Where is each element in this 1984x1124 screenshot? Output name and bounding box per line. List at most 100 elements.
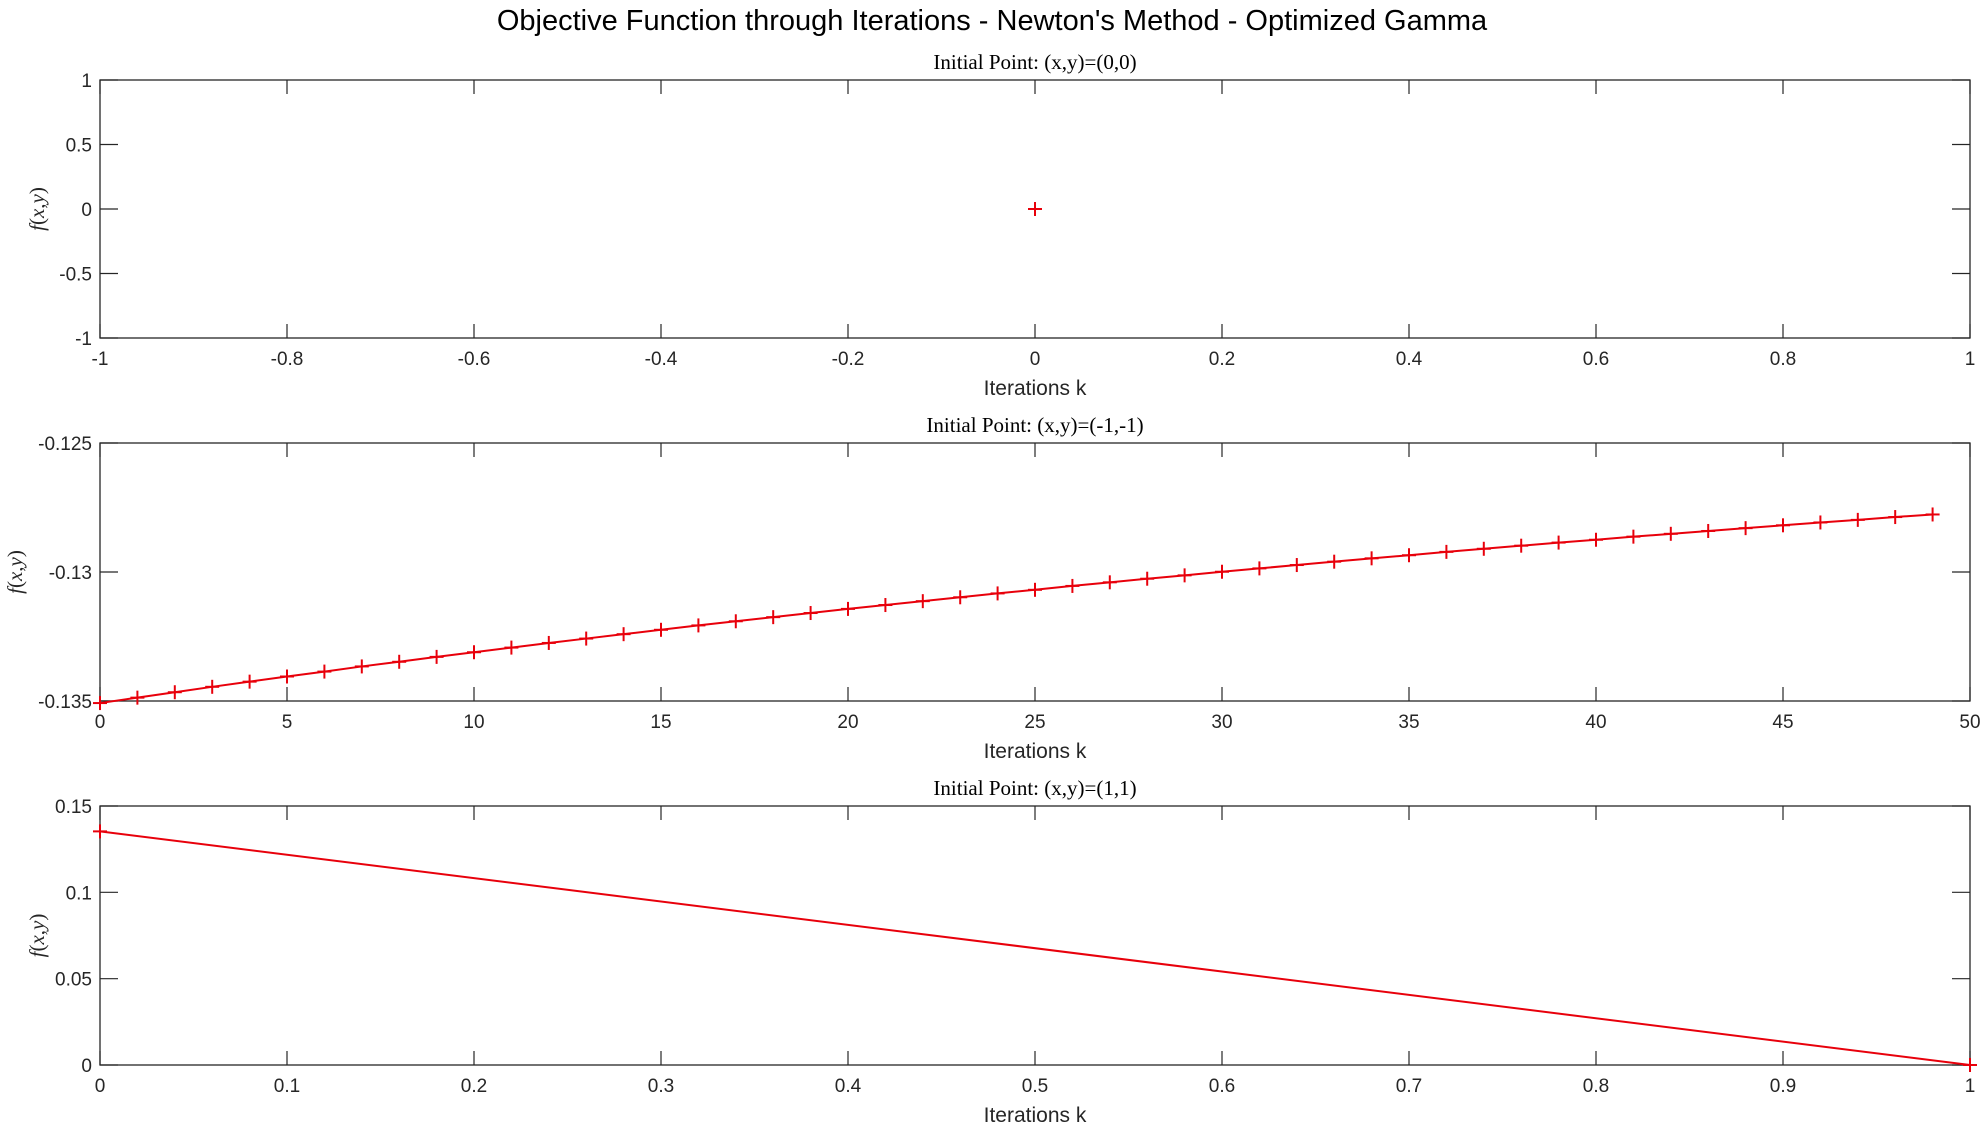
data-point [654, 622, 668, 637]
x-tick-label: 0.5 [1022, 1076, 1048, 1097]
data-point [616, 627, 631, 642]
data-point [1140, 571, 1155, 586]
y-axis-label: f(x,y) [25, 187, 49, 231]
subplot-title: Initial Point: (x,y)=(-1,-1) [926, 413, 1143, 437]
data-point [1626, 529, 1641, 544]
x-axis-label: Iterations k [984, 740, 1087, 763]
y-axis-label: f(x,y) [25, 914, 49, 958]
y-tick-label: -0.13 [49, 563, 92, 584]
data-point [429, 649, 444, 664]
x-tick-label: 15 [650, 712, 671, 733]
subplot-title: Initial Point: (x,y)=(1,1) [933, 776, 1136, 800]
subplot-2: Initial Point: (x,y)=(-1,-1) 0 5 10 15 20 25 30… [3, 413, 1981, 763]
axes-frame [99, 805, 1971, 1066]
data-point [1028, 202, 1042, 216]
data-point [317, 664, 332, 679]
data-point [1551, 535, 1566, 550]
data-point [1925, 507, 1940, 522]
data-point [728, 614, 743, 629]
x-tick-label: 1 [1965, 1076, 1976, 1097]
x-tick-label: 5 [282, 712, 293, 733]
y-tick-label: 0.15 [55, 797, 92, 818]
axes-frame [99, 442, 1971, 702]
data-point [1589, 532, 1603, 547]
data-point [242, 674, 257, 689]
data-point [953, 590, 968, 605]
data-point [93, 824, 107, 839]
x-tick-label: 20 [837, 712, 858, 733]
data-point [1402, 548, 1416, 563]
subplot-title: Initial Point: (x,y)=(0,0) [933, 50, 1136, 74]
x-tick-label: 0.7 [1396, 1076, 1422, 1097]
data-point [691, 618, 706, 633]
y-tick-label: 0 [81, 200, 92, 221]
series-line [99, 830, 1971, 1066]
data-point [878, 598, 893, 613]
data-point [1888, 510, 1903, 525]
data-point [1364, 551, 1379, 566]
data-point [1102, 575, 1117, 590]
data-point [1252, 561, 1267, 576]
y-tick-label: 0.05 [55, 970, 92, 991]
data-point [467, 645, 481, 660]
x-tick-label: 0 [95, 712, 106, 733]
data-point [504, 640, 519, 655]
x-axis-label: Iterations k [984, 377, 1087, 400]
x-tick-label: 0.4 [835, 1076, 862, 1097]
x-tick-label: 25 [1024, 712, 1045, 733]
x-tick-label: 35 [1398, 712, 1419, 733]
data-point [205, 679, 220, 694]
data-point [1514, 538, 1529, 553]
data-point [1065, 578, 1080, 593]
x-tick-label: 0.8 [1770, 349, 1796, 370]
data-point [1813, 515, 1828, 530]
x-tick-label: 40 [1585, 712, 1606, 733]
data-point [1476, 541, 1491, 556]
x-tick-label: 0.8 [1583, 1076, 1609, 1097]
x-tick-label: 0.6 [1583, 349, 1609, 370]
subplot-3: Initial Point: (x,y)=(1,1) 0 0.1 0.2 0.3 0.4 0… [25, 776, 1977, 1124]
series-line [99, 513, 1933, 705]
data-point [1963, 1058, 1977, 1072]
x-tick-label: -1 [92, 349, 109, 370]
data-point [915, 594, 930, 609]
data-point [130, 690, 145, 705]
x-tick-label: -0.6 [458, 349, 491, 370]
x-tick-label: 0.4 [1396, 349, 1423, 370]
data-point [1177, 568, 1192, 583]
x-tick-label: 45 [1772, 712, 1793, 733]
data-point [167, 685, 182, 700]
figure-title: Objective Function through Iterations - … [497, 5, 1488, 37]
data-point [1327, 554, 1342, 569]
x-tick-label: -0.4 [645, 349, 678, 370]
data-point [541, 635, 556, 650]
y-tick-label: 0 [81, 1056, 92, 1077]
data-point [1738, 521, 1753, 536]
x-tick-label: 0.9 [1770, 1076, 1796, 1097]
data-point [1663, 526, 1678, 541]
x-tick-label: 0.2 [1209, 349, 1235, 370]
data-point [1439, 544, 1454, 559]
x-tick-label: 0 [95, 1076, 106, 1097]
y-axis-label: f(x,y) [3, 550, 27, 594]
data-point [392, 654, 407, 669]
x-tick-label: 50 [1959, 712, 1980, 733]
data-point [280, 669, 294, 684]
x-axis-label: Iterations k [984, 1104, 1087, 1124]
data-point [1028, 582, 1042, 597]
y-tick-label: 0.1 [66, 883, 92, 904]
subplot-1: Initial Point: (x,y)=(0,0) -1 -0.8 -0.6 -0.4… [25, 50, 1975, 400]
y-tick-label: -0.135 [38, 692, 92, 713]
x-tick-label: -0.8 [271, 349, 304, 370]
y-tick-label: -1 [75, 329, 92, 350]
data-point [1215, 564, 1229, 579]
x-tick-label: 10 [463, 712, 484, 733]
subplots: Initial Point: (x,y)=(0,0) -1 -0.8 -0.6 -0.4… [3, 50, 1981, 1124]
data-point [841, 601, 855, 616]
x-tick-label: -0.2 [832, 349, 865, 370]
x-tick-label: 1 [1965, 349, 1976, 370]
data-point [1289, 558, 1304, 573]
data-point [354, 659, 369, 674]
data-point [990, 586, 1005, 601]
